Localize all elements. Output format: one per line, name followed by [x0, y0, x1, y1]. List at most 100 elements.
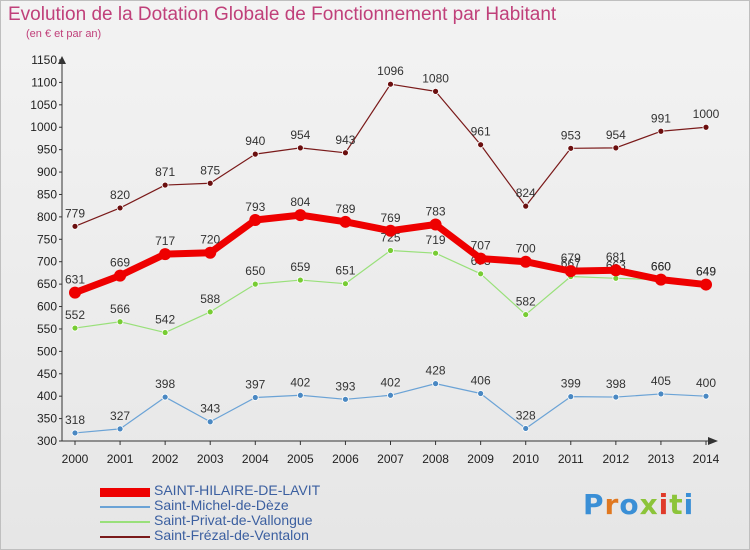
y-tick-label: 650 — [37, 277, 57, 291]
y-tick-label: 300 — [37, 434, 57, 448]
legend-swatch — [100, 487, 150, 497]
x-tick-label: 2000 — [62, 452, 89, 466]
data-label: 631 — [65, 273, 85, 287]
data-point — [206, 418, 214, 426]
legend-swatch — [100, 521, 150, 523]
data-point — [161, 393, 169, 401]
data-point — [564, 265, 577, 278]
logo-letter: x — [639, 488, 659, 521]
data-label: 707 — [471, 239, 491, 253]
x-tick-label: 2014 — [693, 452, 720, 466]
data-point — [702, 123, 710, 131]
data-point — [339, 215, 352, 228]
data-point — [249, 214, 262, 227]
data-point — [342, 280, 349, 288]
data-label: 804 — [290, 195, 310, 209]
data-point — [387, 247, 394, 254]
y-tick-label: 500 — [37, 344, 57, 358]
data-label: 991 — [651, 111, 671, 125]
data-point — [159, 248, 172, 261]
data-point — [432, 87, 439, 95]
data-label: 428 — [426, 364, 446, 378]
data-label: 566 — [110, 302, 130, 316]
data-label: 649 — [696, 265, 716, 279]
data-point — [387, 391, 394, 399]
data-label: 398 — [155, 377, 175, 391]
data-point — [432, 249, 439, 257]
data-point — [296, 144, 304, 152]
data-point — [657, 127, 665, 135]
data-label: 793 — [245, 200, 265, 214]
y-tick-label: 400 — [37, 389, 57, 403]
data-label: 399 — [561, 377, 581, 391]
data-label: 669 — [110, 256, 130, 270]
data-point — [114, 269, 127, 282]
proxiti-logo: Proxiti — [583, 488, 694, 521]
data-label: 940 — [245, 134, 265, 148]
chart-subtitle: (en € et par an) — [26, 28, 102, 40]
data-point — [612, 393, 620, 401]
data-label: 400 — [696, 376, 716, 390]
x-tick-label: 2012 — [603, 452, 630, 466]
data-label: 679 — [561, 251, 581, 265]
data-label: 660 — [651, 260, 671, 274]
legend-label: Saint-Frézal-de-Ventalon — [154, 527, 309, 543]
data-label: 318 — [65, 413, 85, 427]
data-label: 719 — [426, 233, 446, 247]
data-point — [251, 394, 259, 401]
data-label: 398 — [606, 377, 626, 391]
data-label: 779 — [65, 206, 85, 220]
data-point — [522, 202, 530, 210]
x-tick-label: 2013 — [648, 452, 675, 466]
data-point — [342, 149, 349, 157]
data-label: 406 — [471, 373, 491, 387]
data-point — [251, 150, 259, 158]
x-tick-label: 2003 — [197, 452, 224, 466]
data-label: 651 — [335, 264, 355, 278]
data-label: 343 — [200, 402, 220, 416]
data-label: 397 — [245, 378, 265, 392]
data-point — [69, 286, 81, 299]
x-tick-label: 2008 — [422, 452, 449, 466]
data-label: 402 — [380, 375, 400, 389]
data-label: 871 — [155, 165, 175, 179]
data-label: 824 — [516, 186, 536, 200]
data-label: 783 — [426, 205, 446, 219]
data-point — [116, 204, 124, 212]
data-point — [161, 181, 169, 189]
y-tick-label: 1050 — [30, 98, 57, 112]
legend-swatch — [100, 506, 150, 508]
data-point — [206, 308, 214, 316]
data-point — [251, 280, 259, 288]
data-label: 402 — [290, 375, 310, 389]
data-label: 659 — [290, 260, 310, 274]
y-tick-label: 800 — [37, 210, 57, 224]
data-point — [657, 390, 665, 398]
data-point — [161, 329, 169, 336]
legend-label: Saint-Michel-de-Dèze — [154, 497, 289, 513]
data-label: 700 — [516, 242, 536, 256]
x-tick-label: 2011 — [558, 452, 584, 466]
data-label: 681 — [606, 250, 626, 264]
data-point — [71, 429, 79, 437]
data-point — [477, 141, 485, 149]
legend-swatch — [100, 536, 150, 538]
x-tick-label: 2010 — [512, 452, 539, 466]
y-tick-label: 750 — [37, 232, 57, 246]
y-tick-label: 550 — [37, 322, 57, 336]
data-label: 1000 — [693, 107, 720, 121]
logo-letter: P — [583, 488, 605, 521]
legend-label: Saint-Privat-de-Vallongue — [154, 512, 313, 528]
logo-letter: o — [619, 488, 640, 521]
data-point — [116, 425, 124, 433]
data-point — [702, 392, 710, 400]
data-point — [477, 390, 485, 397]
y-tick-label: 1150 — [31, 53, 57, 67]
chart-title: Evolution de la Dotation Globale de Fonc… — [8, 4, 557, 25]
data-label: 717 — [155, 234, 175, 248]
data-point — [522, 311, 530, 318]
data-label: 769 — [380, 211, 400, 225]
data-point — [116, 318, 124, 326]
data-label: 1096 — [377, 64, 404, 78]
x-tick-label: 2004 — [242, 452, 269, 466]
